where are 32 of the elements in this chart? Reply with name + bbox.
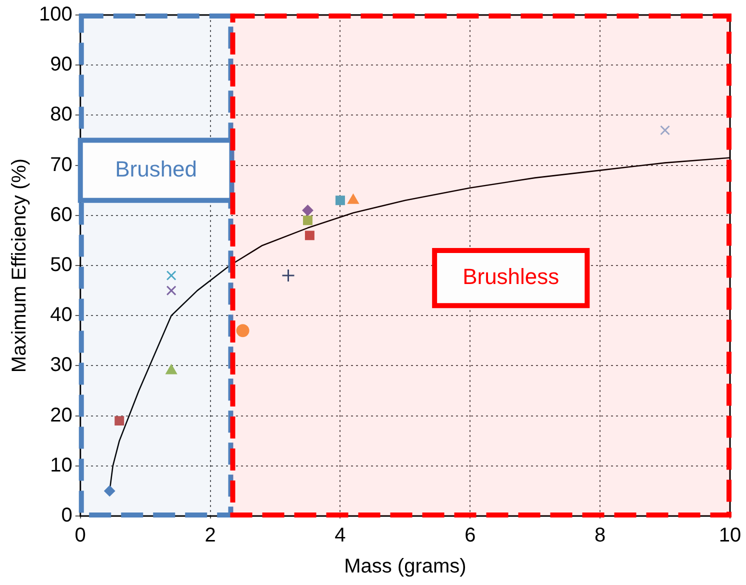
x-tick-label: 8: [594, 524, 606, 547]
point: [660, 125, 670, 136]
y-tick-label: 60: [50, 204, 72, 226]
point: [303, 216, 312, 226]
y-tick-label: 80: [50, 104, 72, 126]
y-tick-label: 70: [50, 154, 72, 176]
point: [282, 268, 295, 282]
y-tick-label: 20: [50, 404, 72, 426]
x-axis-title: Mass (grams): [344, 556, 466, 578]
y-tick-label: 10: [50, 454, 72, 476]
x-tick-label: 10: [718, 524, 742, 547]
y-tick-label: 0: [61, 504, 72, 527]
y-tick-label: 90: [50, 54, 72, 76]
band-label: Brushless: [462, 264, 560, 290]
x-tick-label: 4: [334, 524, 346, 547]
point: [114, 416, 124, 426]
y-tick-label: 30: [50, 354, 72, 376]
point: [236, 324, 250, 338]
point: [166, 286, 176, 296]
y-tick-label: 100: [38, 4, 72, 26]
point: [335, 196, 345, 206]
point: [104, 485, 116, 496]
y-tick-label: 50: [50, 254, 72, 276]
x-tick-label: 6: [464, 524, 476, 547]
y-axis-title: Maximum Efficiency (%): [8, 158, 31, 373]
point: [302, 204, 314, 216]
x-tick-label: 2: [204, 524, 216, 547]
point: [166, 270, 176, 281]
point: [304, 230, 314, 240]
point: [166, 364, 178, 374]
band-label: Brushed: [115, 156, 198, 182]
y-tick-label: 40: [50, 304, 72, 326]
